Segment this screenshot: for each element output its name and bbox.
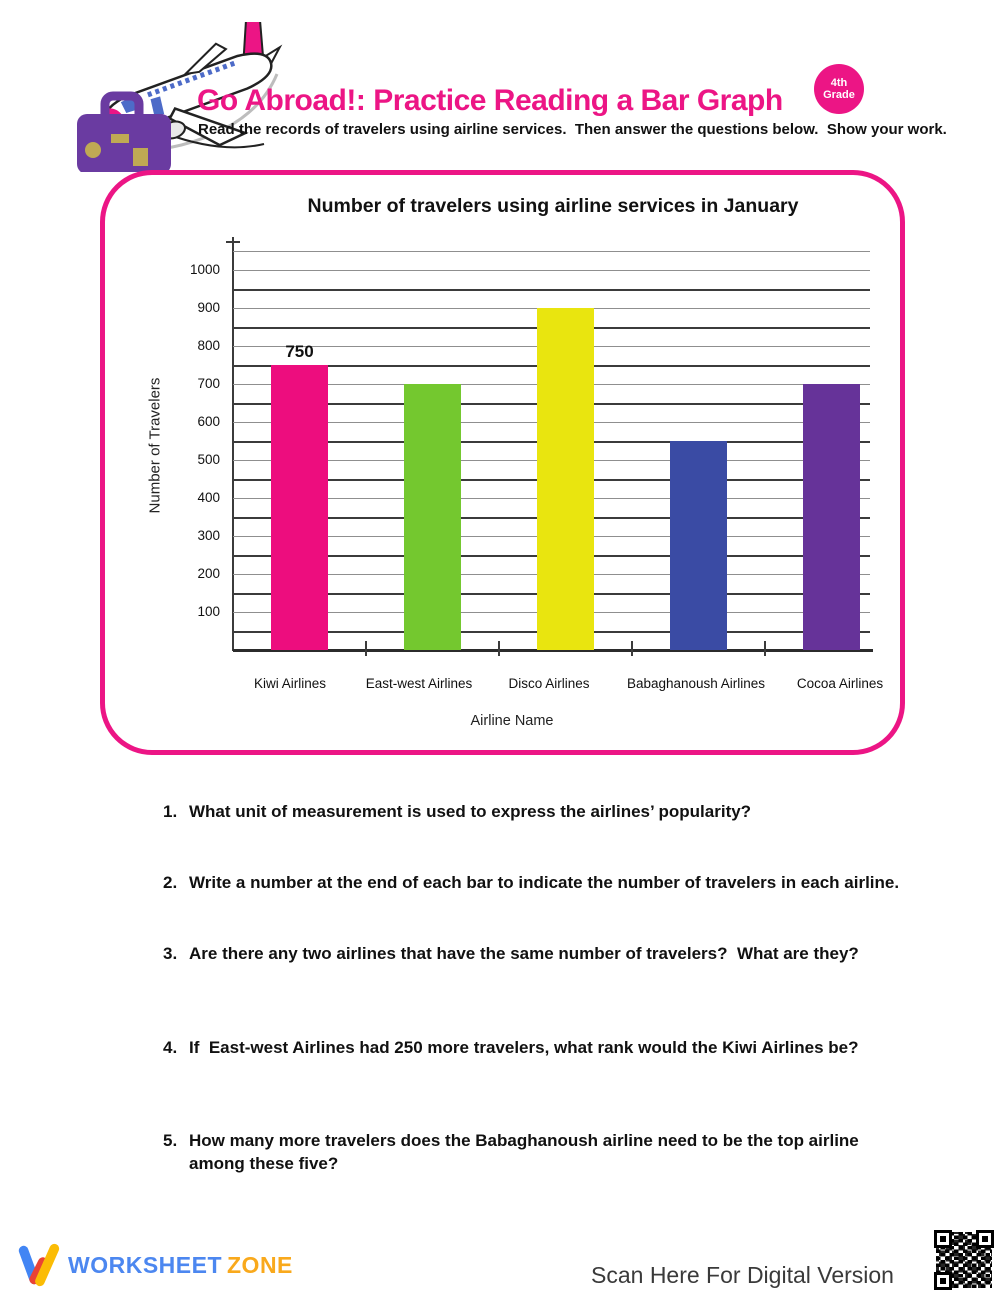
x-axis-title: Airline Name	[470, 713, 554, 729]
y-tick-label: 600	[197, 414, 220, 429]
qr-finder-bottom-left	[934, 1272, 952, 1290]
question-number: 4.	[163, 1038, 178, 1057]
bar-disco-airlines	[537, 308, 594, 650]
x-axis-label-east-west-airlines: East-west Airlines	[365, 676, 473, 691]
door	[150, 96, 165, 117]
grade-badge-line1: 4th	[830, 77, 848, 89]
qr-code-icon	[932, 1228, 996, 1292]
x-tick	[764, 641, 766, 656]
brand-word-worksheet: WORKSHEET	[68, 1251, 222, 1278]
gridline	[233, 251, 870, 252]
brand-text: WORKSHEET ZONE	[68, 1252, 293, 1279]
question-1: 1. What unit of measurement is used to e…	[163, 800, 993, 823]
suitcase-icon	[77, 91, 171, 172]
question-text: What unit of measurement is used to expr…	[189, 802, 752, 821]
y-tick-label: 300	[197, 528, 220, 543]
grade-badge: 4th Grade	[814, 64, 864, 114]
x-tick	[365, 641, 367, 656]
question-number: 3.	[163, 944, 178, 963]
question-2: 2. Write a number at the end of each bar…	[163, 871, 993, 894]
question-text: How many more travelers does the Babagha…	[189, 1131, 864, 1173]
suitcase-sticker-circle	[85, 142, 101, 158]
y-tick-label: 700	[197, 376, 220, 391]
x-axis-label-disco-airlines: Disco Airlines	[508, 676, 590, 691]
bar-babaghanoush-airlines	[670, 441, 727, 650]
question-number: 2.	[163, 873, 178, 892]
question-5: 5. How many more travelers does the Baba…	[163, 1129, 993, 1175]
question-number: 1.	[163, 802, 178, 821]
suitcase-sticker-small	[111, 134, 129, 143]
x-tick	[631, 641, 633, 656]
y-axis-top-tick	[226, 241, 240, 243]
page-subtitle: Read the records of travelers using airl…	[198, 121, 947, 138]
y-tick-label: 800	[197, 338, 220, 353]
y-axis-line	[232, 237, 234, 651]
x-axis-label-babaghanoush-airlines: Babaghanoush Airlines	[626, 676, 766, 691]
bar-value-label: 750	[285, 342, 314, 361]
far-wing	[182, 42, 228, 76]
y-tick-label: 100	[197, 604, 220, 619]
question-3: 3. Are there any two airlines that have …	[163, 942, 993, 965]
scan-here-text: Scan Here For Digital Version	[591, 1262, 894, 1288]
wing	[168, 106, 249, 147]
page-title: Go Abroad!: Practice Reading a Bar Graph	[197, 84, 783, 117]
motion-line	[166, 133, 265, 149]
bar-kiwi-airlines	[271, 365, 328, 650]
question-4: 4. If East-west Airlines had 250 more tr…	[163, 1036, 993, 1059]
x-axis-line	[233, 649, 873, 652]
qr-finder-top-right	[976, 1230, 994, 1248]
worksheet-logo-art	[72, 12, 297, 172]
worksheetzone-w-icon	[18, 1243, 60, 1287]
question-text: Are there any two airlines that have the…	[189, 944, 859, 963]
y-tick-label: 400	[197, 490, 220, 505]
worksheetzone-logo: WORKSHEET ZONE	[14, 1240, 293, 1290]
bar-east-west-airlines	[404, 384, 461, 650]
question-text: If East-west Airlines had 250 more trave…	[189, 1038, 859, 1057]
y-tick-label: 200	[197, 566, 220, 581]
gridline	[233, 289, 870, 291]
question-number: 5.	[163, 1131, 178, 1150]
bar-chart: 100 200 300 400 500 600 700 800 900 1000 750 Kiwi A…	[105, 175, 900, 750]
question-text: Write a number at the end of each bar to…	[189, 873, 900, 892]
x-tick	[498, 641, 500, 656]
y-tick-label: 900	[197, 300, 220, 315]
y-tick-label: 500	[197, 452, 220, 467]
bar-cocoa-airlines	[803, 384, 860, 650]
brand-word-zone: ZONE	[227, 1251, 293, 1278]
x-axis-label-cocoa-airlines: Cocoa Airlines	[796, 676, 884, 691]
gridline	[233, 270, 870, 271]
x-axis-label-kiwi-airlines: Kiwi Airlines	[253, 676, 327, 691]
y-tick-label: 1000	[189, 262, 220, 277]
chart-title: Number of travelers using airline servic…	[307, 195, 799, 217]
suitcase-sticker-large	[133, 148, 148, 166]
chart-card: Number of travelers using airline servic…	[100, 170, 905, 755]
grade-badge-line2: Grade	[823, 89, 855, 101]
qr-finder-top-left	[934, 1230, 952, 1248]
